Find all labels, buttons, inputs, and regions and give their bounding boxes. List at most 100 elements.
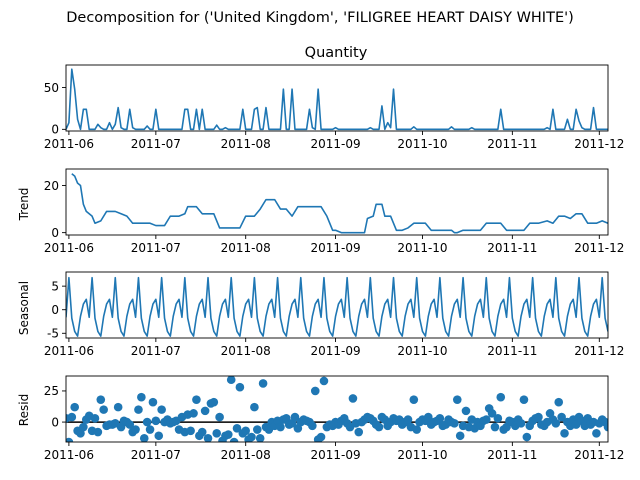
resid-point [403,415,413,424]
resid-point [232,424,242,433]
observed-ytick-label: 50 [44,81,59,95]
resid-point [255,433,265,442]
resid-point [450,419,459,428]
trend-series [71,173,608,234]
resid-point [557,412,566,422]
seasonal-xtick-label: 2011-11 [487,344,537,358]
resid-point [96,395,106,404]
resid-point [452,395,462,404]
observed-xtick-label: 2011-09 [310,137,360,151]
seasonal-ytick-label: 5 [51,279,59,293]
resid-point [435,414,445,423]
resid-ytick-label: 25 [44,384,59,398]
resid-point [250,402,259,412]
resid-series [66,376,608,442]
resid-point [455,431,465,441]
resid-point [461,406,471,416]
resid-point [99,405,108,414]
resid-point [481,415,491,424]
trend-xtick-label: 2011-09 [310,241,360,255]
seasonal-xtick-label: 2011-09 [310,344,360,358]
seasonal-xtick-label: 2011-08 [221,344,271,358]
resid-point [409,395,419,404]
resid-point [137,392,146,402]
resid-point [197,427,207,437]
resid-point [145,425,155,434]
resid-point [241,426,250,436]
trend-xtick-label: 2011-08 [221,241,271,255]
resid-point [148,397,158,407]
figure-title: Decomposition for ('United Kingdom', 'FI… [66,10,574,26]
resid-point [203,433,213,442]
resid-point [276,422,285,432]
observed-line [66,68,608,131]
seasonal-xtick-label: 2011-07 [131,344,181,358]
resid-point [189,409,198,418]
resid-point [192,395,201,404]
resid-xtick-label: 2011-11 [487,448,537,462]
resid-point [93,427,103,437]
resid-point [258,379,268,388]
trend-panel: Trend 0 20 2011-06 2011-07 2011-08 2011-09 201… [17,168,624,255]
resid-point [139,433,149,442]
resid-point [519,395,529,404]
resid-point [496,392,506,402]
trend-line [71,173,608,234]
observed-ytick-label: 0 [51,123,59,137]
resid-point [113,402,123,412]
trend-xtick-label: 2011-10 [397,241,447,255]
resid-point [493,414,503,423]
resid-point [157,405,166,414]
resid-point [67,412,77,422]
resid-point [131,425,140,434]
observed-panel: Quantity 0 50 2011-06 2011-07 2011-08 2011-09… [44,45,625,151]
resid-point [252,425,262,434]
resid-point [229,437,239,442]
observed-xtick-label: 2011-12 [574,137,624,151]
resid-point [70,402,79,412]
resid-point [290,412,300,422]
resid-point [226,376,236,385]
seasonal-ylabel: Seasonal [17,281,31,335]
resid-point [215,412,224,422]
resid-point [134,405,143,414]
resid-point [310,386,320,396]
resid-point [224,430,233,439]
observed-xtick-label: 2011-08 [221,137,271,151]
resid-plot-area: 0 25 2011-06 2011-07 2011-08 2011-09 2011-10 20… [44,375,624,462]
seasonal-ytick-label: -5 [47,327,59,341]
seasonal-panel: Seasonal -5 0 5 2011-06 2011-07 2011-08 2011-0… [17,271,624,358]
resid-point [154,431,164,441]
trend-ytick-label: 0 [51,226,59,240]
resid-xtick-label: 2011-09 [310,448,360,462]
resid-point [374,422,384,432]
seasonal-plot-area: -5 0 5 2011-06 2011-07 2011-08 2011-09 2011-10 2… [44,271,624,358]
resid-point [200,406,210,416]
seasonal-xtick-label: 2011-06 [44,344,94,358]
trend-xtick-label: 2011-11 [487,241,537,255]
observed-axes-frame [65,64,609,132]
observed-series [66,68,608,131]
trend-ylabel: Trend [17,188,31,222]
trend-ytick-label: 20 [44,179,59,193]
trend-plot-area: 0 20 2011-06 2011-07 2011-08 2011-09 2011-10 20… [44,168,624,255]
resid-point [516,419,526,428]
observed-xtick-label: 2011-07 [131,137,181,151]
resid-point [534,412,543,422]
resid-point [212,428,222,438]
resid-ylabel: Resid [17,394,31,426]
trend-axes-frame [65,168,609,236]
resid-point [487,409,497,418]
resid-point [186,426,195,436]
observed-xtick-label: 2011-11 [487,137,537,151]
seasonal-xtick-label: 2011-12 [574,344,624,358]
resid-point [592,428,601,438]
resid-point [209,397,219,407]
resid-point [354,427,364,437]
resid-point [151,416,161,426]
trend-xtick-label: 2011-07 [131,241,181,255]
seasonal-ytick-label: 0 [51,303,59,317]
seasonal-axes-frame [65,271,609,339]
